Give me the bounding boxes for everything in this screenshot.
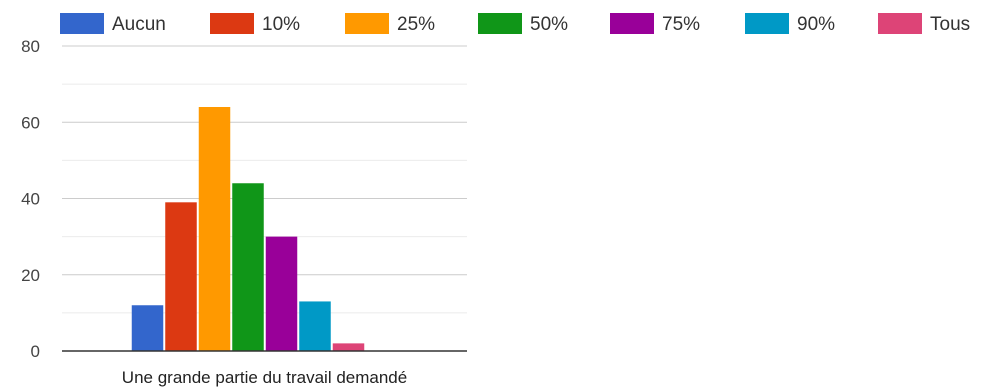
legend-item: 75% — [610, 13, 700, 35]
bar-25pct — [198, 107, 231, 351]
gridlines — [62, 45, 467, 314]
bars — [131, 107, 365, 351]
bar-90pct — [299, 301, 331, 351]
legend-label: 90% — [797, 14, 835, 35]
legend-label: 10% — [262, 14, 300, 35]
legend-item: 25% — [345, 13, 435, 35]
legend-label: 50% — [530, 14, 568, 35]
bar-50pct — [232, 183, 264, 351]
legend-item: Aucun — [60, 13, 166, 35]
legend-label: 75% — [662, 14, 700, 35]
legend-item: Tous — [878, 13, 970, 35]
legend-label: Aucun — [112, 14, 166, 35]
bar-aucun — [131, 305, 164, 351]
legend-swatch — [878, 13, 922, 34]
y-tick-label: 0 — [31, 342, 40, 361]
y-tick-label: 40 — [21, 190, 40, 209]
legend-swatch — [345, 13, 389, 34]
bar-tous — [332, 343, 365, 351]
y-axis: 0 20 40 60 80 — [21, 37, 40, 361]
legend-swatch — [478, 13, 522, 34]
legend: Aucun 10% 25% 50% 75% 90% Tous — [60, 13, 970, 35]
bar-10pct — [165, 202, 197, 351]
legend-label: 25% — [397, 14, 435, 35]
y-tick-label: 60 — [21, 113, 40, 132]
y-tick-label: 80 — [21, 37, 40, 56]
legend-swatch — [745, 13, 789, 34]
legend-item: 10% — [210, 13, 300, 35]
x-category-label: Une grande partie du travail demandé — [122, 368, 407, 387]
bar-75pct — [265, 236, 298, 351]
legend-swatch — [60, 13, 104, 34]
legend-label: Tous — [930, 14, 970, 35]
legend-item: 50% — [478, 13, 568, 35]
y-tick-label: 20 — [21, 266, 40, 285]
x-axis: Une grande partie du travail demandé — [62, 350, 467, 387]
legend-swatch — [610, 13, 654, 34]
legend-swatch — [210, 13, 254, 34]
legend-item: 90% — [745, 13, 835, 35]
